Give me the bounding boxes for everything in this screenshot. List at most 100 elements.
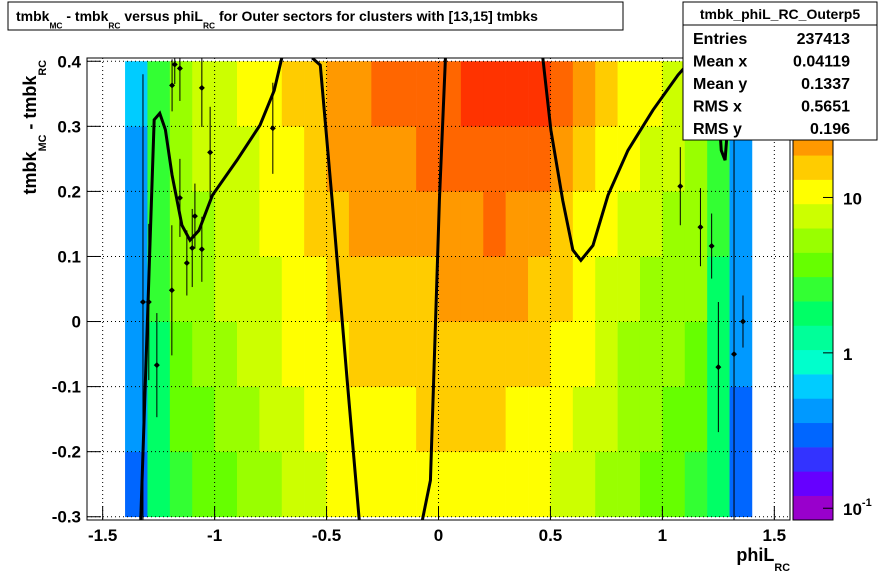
cell <box>416 191 439 257</box>
profile-point <box>153 362 160 369</box>
cell <box>595 191 618 257</box>
profile-point <box>269 125 276 132</box>
cell <box>595 126 618 192</box>
cell <box>416 256 439 322</box>
cell <box>729 191 753 257</box>
stats-label: Mean y <box>693 76 747 93</box>
cell <box>483 61 506 127</box>
cell <box>483 386 506 452</box>
stats-value: 0.1337 <box>801 76 850 93</box>
cell <box>684 451 708 518</box>
cell <box>662 126 686 192</box>
cell <box>438 126 462 192</box>
title-box <box>7 1 624 31</box>
cell <box>528 191 551 257</box>
cell <box>460 61 484 127</box>
axes: -1.5 -1 -0.5 0 0.5 1 1.5 -0.3 -0.2 -0.1 0 0.1 0.2 0.3… <box>52 52 786 545</box>
cell <box>348 321 372 387</box>
cell <box>550 386 574 452</box>
cell <box>259 256 283 322</box>
cell <box>147 321 171 387</box>
cell <box>505 126 529 192</box>
cell <box>528 256 551 322</box>
cell <box>438 321 462 387</box>
cell <box>304 386 327 452</box>
cell <box>460 256 484 322</box>
cell <box>281 191 305 257</box>
cell <box>326 61 350 127</box>
cell <box>304 191 327 257</box>
cell <box>237 386 260 452</box>
cell <box>169 61 193 127</box>
cell <box>281 256 305 322</box>
profile-point <box>145 299 152 306</box>
profile-point <box>708 243 715 250</box>
cell <box>572 126 596 192</box>
cell <box>259 191 283 257</box>
profile-point <box>168 287 175 294</box>
cell <box>505 386 529 452</box>
cell <box>192 126 215 192</box>
cell <box>371 61 395 127</box>
palette-band <box>793 471 833 496</box>
cell <box>639 191 663 257</box>
cell <box>684 321 708 387</box>
palette-band <box>793 301 833 326</box>
cell <box>326 451 350 518</box>
cell <box>326 126 350 192</box>
cell <box>304 256 327 322</box>
profile-point <box>171 61 178 68</box>
profile-point <box>731 351 738 358</box>
cell <box>684 191 708 257</box>
profile-point <box>207 149 214 156</box>
cell <box>237 256 260 322</box>
stats-title: tmbk_phiL_RC_Outerp5 <box>700 6 860 22</box>
profile-point <box>169 82 176 89</box>
cell <box>595 386 618 452</box>
stats-value: 0.5651 <box>801 99 850 116</box>
cell <box>617 321 641 387</box>
cell <box>639 256 663 322</box>
profile-point <box>189 245 196 252</box>
cell <box>662 451 686 518</box>
profile-point <box>198 246 205 253</box>
cell <box>460 451 484 518</box>
cell <box>729 126 753 192</box>
cell <box>550 256 574 322</box>
cell <box>125 126 148 192</box>
cell <box>639 451 663 518</box>
stats-value: 237413 <box>797 31 850 48</box>
cell <box>707 451 730 518</box>
fit-curve <box>139 58 733 520</box>
cell <box>438 256 462 322</box>
palette-band <box>793 179 833 205</box>
cell <box>192 451 215 518</box>
cell <box>125 451 148 518</box>
cell <box>528 126 551 192</box>
cell <box>572 451 596 518</box>
text-part: - tmbk <box>62 8 108 24</box>
z-tick-base: 10 <box>843 500 862 519</box>
cell <box>259 451 283 518</box>
palette-band <box>793 228 833 253</box>
cell <box>281 386 305 452</box>
cell <box>662 321 686 387</box>
cell <box>460 321 484 387</box>
cell <box>460 191 484 257</box>
cell <box>147 451 171 518</box>
stats-value: 0.196 <box>810 121 850 138</box>
cell <box>214 126 238 192</box>
cell <box>125 61 148 127</box>
text-part: phiL <box>736 545 774 565</box>
cell <box>192 321 215 387</box>
profile-point <box>677 183 684 190</box>
x-tick-label: 0 <box>434 526 443 545</box>
cell <box>393 321 417 387</box>
palette-band <box>793 398 833 424</box>
cell <box>371 451 395 518</box>
stats-label: RMS x <box>693 99 742 116</box>
cell <box>528 451 551 518</box>
cell <box>438 451 462 518</box>
z-tick-label: 1 <box>843 345 852 364</box>
